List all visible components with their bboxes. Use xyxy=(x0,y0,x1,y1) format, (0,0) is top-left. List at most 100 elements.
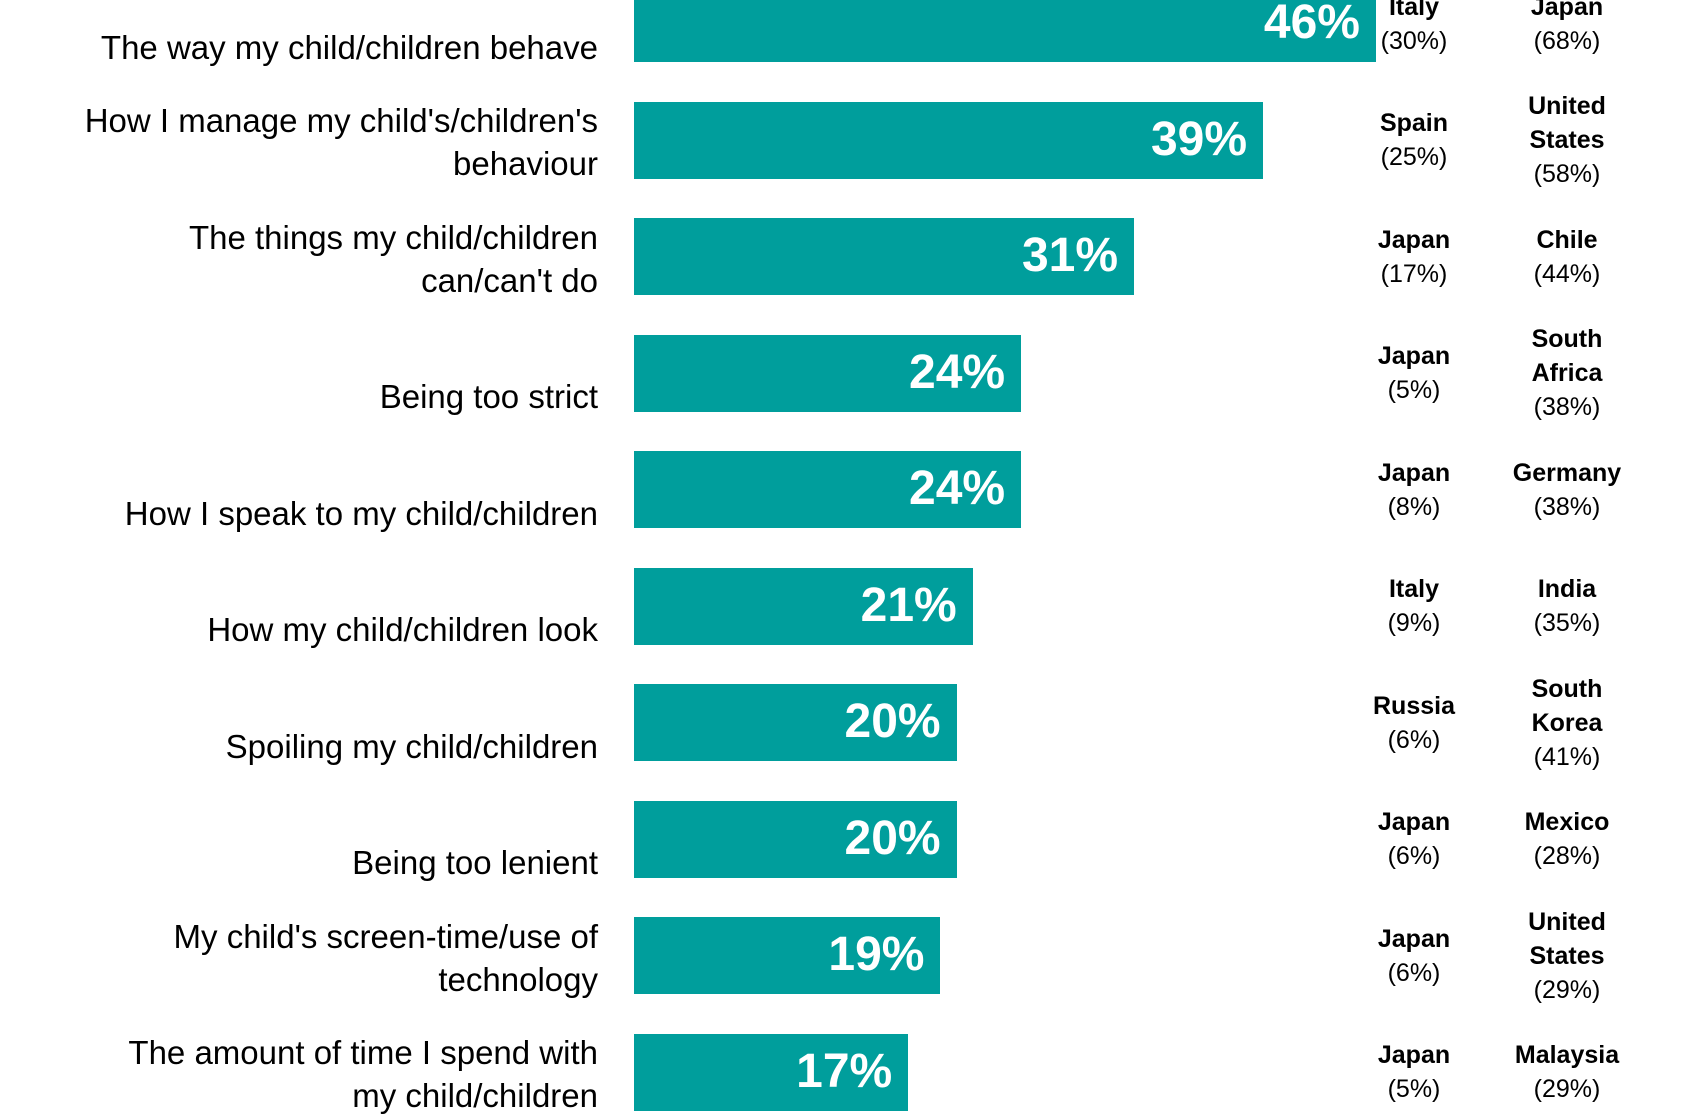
bar xyxy=(634,567,973,645)
category-label-line: The things my child/children xyxy=(188,218,598,256)
lowest-country-name: Japan xyxy=(1377,1041,1451,1069)
category-label-line: behaviour xyxy=(453,145,598,182)
category-label: Being too lenient xyxy=(0,794,598,884)
bar-value-label: 21% xyxy=(860,578,957,632)
lowest-country: Italy (30%) xyxy=(1349,0,1479,58)
lowest-country: Japan (5%) xyxy=(1349,339,1479,407)
category-label: My child's screen-time/use of technology xyxy=(0,911,598,1001)
highest-country-percent: (44%) xyxy=(1533,259,1601,288)
category-label-line: Spoiling my child/children xyxy=(225,727,598,765)
bar xyxy=(634,917,941,994)
category-label: Spoiling my child/children xyxy=(0,678,598,768)
category-label-line: technology xyxy=(438,960,598,998)
bar xyxy=(634,334,1022,412)
category-label: The way my child/children behave xyxy=(0,0,598,69)
bar xyxy=(634,218,1135,295)
lowest-country-percent: (25%) xyxy=(1380,143,1448,171)
lowest-country: Japan (17%) xyxy=(1349,223,1479,291)
lowest-country-percent: (30%) xyxy=(1380,26,1448,55)
category-label: Being too strict xyxy=(0,328,598,418)
category-label-line: How I manage my child's/children's xyxy=(84,102,598,139)
highest-country-name: India xyxy=(1537,575,1597,603)
highest-country: Germany (38%) xyxy=(1502,456,1632,524)
highest-country-name: South xyxy=(1531,325,1603,353)
bar-value-label: 46% xyxy=(1263,0,1360,49)
lowest-country-percent: (8%) xyxy=(1387,492,1441,521)
highest-country-percent: (41%) xyxy=(1533,742,1601,771)
highest-country-name: Mexico xyxy=(1524,808,1610,836)
category-label: How my child/children look xyxy=(0,561,598,651)
category-label-line: The amount of time I spend with xyxy=(128,1034,598,1071)
highest-country-percent: (38%) xyxy=(1533,393,1601,421)
lowest-country-name: Japan xyxy=(1377,924,1451,953)
bar-value-label: 31% xyxy=(1021,229,1119,282)
category-label-line: my child/children xyxy=(352,1077,598,1114)
lowest-country-percent: (5%) xyxy=(1387,376,1441,404)
bar-value-label: 39% xyxy=(1150,112,1248,166)
highest-country-percent: (58%) xyxy=(1533,160,1601,188)
lowest-country-name: Russia xyxy=(1373,691,1455,720)
lowest-country: Russia (6%) xyxy=(1349,689,1479,757)
highest-country: South Africa (38%) xyxy=(1502,322,1632,424)
category-label: How I manage my child's/children's behavi… xyxy=(0,95,598,185)
lowest-country-percent: (6%) xyxy=(1387,958,1441,987)
lowest-country-name: Italy xyxy=(1388,575,1440,603)
lowest-country-percent: (9%) xyxy=(1387,609,1441,637)
lowest-country: Spain (25%) xyxy=(1349,106,1479,174)
highest-country-name: Chile xyxy=(1536,225,1598,254)
highest-country-percent: (38%) xyxy=(1533,492,1601,521)
highest-country-name: United xyxy=(1528,907,1606,936)
lowest-country-percent: (6%) xyxy=(1387,842,1441,870)
highest-country-percent: (29%) xyxy=(1533,975,1601,1004)
bar xyxy=(634,0,1376,62)
lowest-country-name: Japan xyxy=(1377,458,1451,487)
highest-country: Chile (44%) xyxy=(1502,223,1632,291)
bar-value-label: 20% xyxy=(844,811,941,865)
lowest-country: Italy (9%) xyxy=(1349,572,1479,640)
category-label-line: My child's screen-time/use of xyxy=(173,917,598,955)
highest-country-name: Africa xyxy=(1531,359,1603,387)
lowest-country-name: Spain xyxy=(1379,109,1449,137)
highest-country-name: Germany xyxy=(1512,458,1622,487)
bar xyxy=(634,684,957,761)
bar-value-label: 24% xyxy=(909,345,1006,399)
highest-country: Japan (68%) xyxy=(1502,0,1632,58)
bar xyxy=(634,800,957,878)
lowest-country-name: Japan xyxy=(1377,342,1451,370)
category-label-line: Being too strict xyxy=(379,378,598,415)
highest-country-percent: (29%) xyxy=(1533,1075,1601,1103)
category-label: The things my child/children can/can't do xyxy=(0,212,598,302)
lowest-country-name: Japan xyxy=(1377,808,1451,836)
highest-country-name: South xyxy=(1531,674,1603,703)
category-label-line: How I speak to my child/children xyxy=(124,494,598,532)
highest-country-percent: (68%) xyxy=(1533,26,1601,55)
category-label: How I speak to my child/children xyxy=(0,445,598,535)
highest-country: United States (58%) xyxy=(1502,89,1632,191)
highest-country: India (35%) xyxy=(1502,572,1632,640)
lowest-country: Japan (5%) xyxy=(1349,1038,1479,1106)
highest-country-name: Korea xyxy=(1531,708,1603,737)
category-label-line: How my child/children look xyxy=(207,611,598,648)
lowest-country-name: Japan xyxy=(1377,225,1451,254)
category-label-line: Being too lenient xyxy=(352,844,598,881)
highest-country-name: Japan xyxy=(1530,0,1604,21)
bar xyxy=(634,451,1022,528)
highest-country: Mexico (28%) xyxy=(1502,805,1632,873)
bar-value-label: 17% xyxy=(796,1044,893,1098)
highest-country-name: States xyxy=(1529,941,1605,970)
highest-country: South Korea (41%) xyxy=(1502,672,1632,774)
highest-country-name: United xyxy=(1528,92,1606,120)
bar-value-label: 20% xyxy=(844,695,941,748)
category-label-line: The way my child/children behave xyxy=(100,28,598,66)
highest-country-name: States xyxy=(1529,126,1605,154)
lowest-country-name: Italy xyxy=(1388,0,1440,21)
bar xyxy=(634,101,1264,179)
bar-value-label: 19% xyxy=(828,928,925,981)
lowest-country-percent: (5%) xyxy=(1387,1075,1441,1103)
lowest-country-percent: (17%) xyxy=(1380,259,1448,288)
highest-country-percent: (35%) xyxy=(1533,609,1601,637)
bar-value-label: 24% xyxy=(909,462,1006,515)
highest-country-percent: (28%) xyxy=(1533,842,1601,870)
highest-country-name: Malaysia xyxy=(1514,1041,1620,1069)
